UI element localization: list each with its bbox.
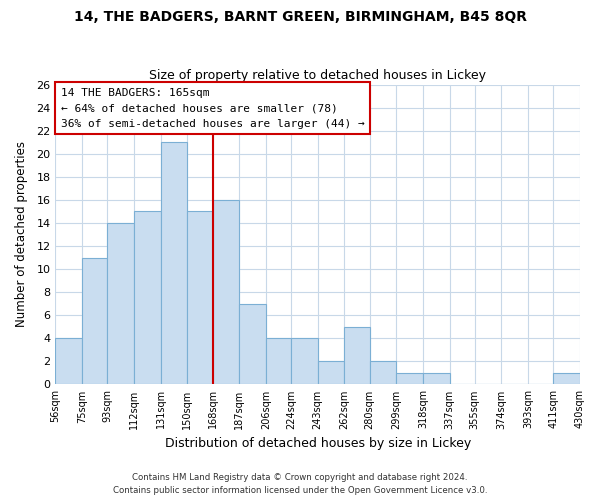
Bar: [212, 200, 239, 384]
Bar: [423, 373, 449, 384]
Bar: [187, 212, 212, 384]
Bar: [55, 338, 82, 384]
Text: Contains HM Land Registry data © Crown copyright and database right 2024.
Contai: Contains HM Land Registry data © Crown c…: [113, 473, 487, 495]
Text: 14 THE BADGERS: 165sqm
← 64% of detached houses are smaller (78)
36% of semi-det: 14 THE BADGERS: 165sqm ← 64% of detached…: [61, 88, 364, 129]
Y-axis label: Number of detached properties: Number of detached properties: [15, 142, 28, 328]
Bar: [266, 338, 291, 384]
X-axis label: Distribution of detached houses by size in Lickey: Distribution of detached houses by size …: [164, 437, 471, 450]
Bar: [82, 258, 107, 384]
Bar: [318, 362, 344, 384]
Bar: [239, 304, 266, 384]
Bar: [161, 142, 187, 384]
Title: Size of property relative to detached houses in Lickey: Size of property relative to detached ho…: [149, 69, 486, 82]
Bar: [134, 212, 161, 384]
Bar: [553, 373, 580, 384]
Text: 14, THE BADGERS, BARNT GREEN, BIRMINGHAM, B45 8QR: 14, THE BADGERS, BARNT GREEN, BIRMINGHAM…: [74, 10, 527, 24]
Bar: [396, 373, 423, 384]
Bar: [107, 223, 134, 384]
Bar: [370, 362, 396, 384]
Bar: [344, 327, 370, 384]
Bar: [291, 338, 318, 384]
